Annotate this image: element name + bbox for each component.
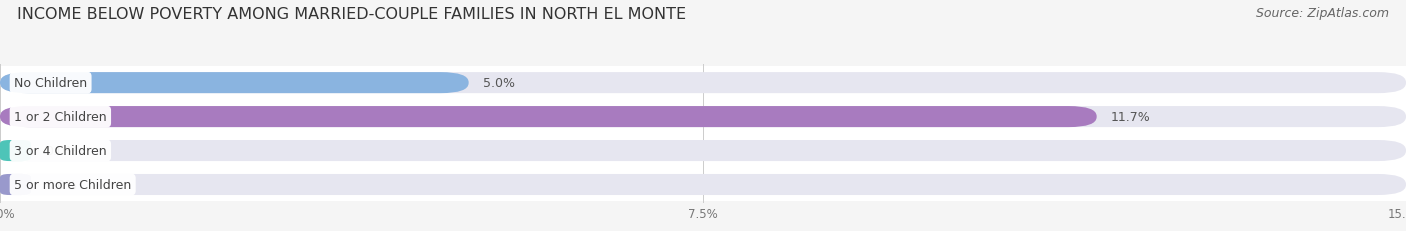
Text: No Children: No Children (14, 77, 87, 90)
Text: 5 or more Children: 5 or more Children (14, 178, 131, 191)
FancyBboxPatch shape (0, 174, 1406, 195)
FancyBboxPatch shape (0, 168, 1406, 202)
FancyBboxPatch shape (0, 140, 1406, 161)
Text: 3 or 4 Children: 3 or 4 Children (14, 144, 107, 157)
FancyBboxPatch shape (0, 73, 1406, 94)
FancyBboxPatch shape (0, 174, 31, 195)
Text: 0.0%: 0.0% (45, 178, 77, 191)
FancyBboxPatch shape (0, 66, 1406, 100)
FancyBboxPatch shape (0, 73, 468, 94)
FancyBboxPatch shape (0, 100, 1406, 134)
Text: Source: ZipAtlas.com: Source: ZipAtlas.com (1256, 7, 1389, 20)
Text: 11.7%: 11.7% (1111, 111, 1150, 124)
FancyBboxPatch shape (0, 106, 1406, 128)
Text: 0.0%: 0.0% (45, 144, 77, 157)
FancyBboxPatch shape (0, 134, 1406, 168)
Text: INCOME BELOW POVERTY AMONG MARRIED-COUPLE FAMILIES IN NORTH EL MONTE: INCOME BELOW POVERTY AMONG MARRIED-COUPL… (17, 7, 686, 22)
FancyBboxPatch shape (0, 140, 31, 161)
Text: 5.0%: 5.0% (482, 77, 515, 90)
FancyBboxPatch shape (0, 106, 1097, 128)
Text: 1 or 2 Children: 1 or 2 Children (14, 111, 107, 124)
